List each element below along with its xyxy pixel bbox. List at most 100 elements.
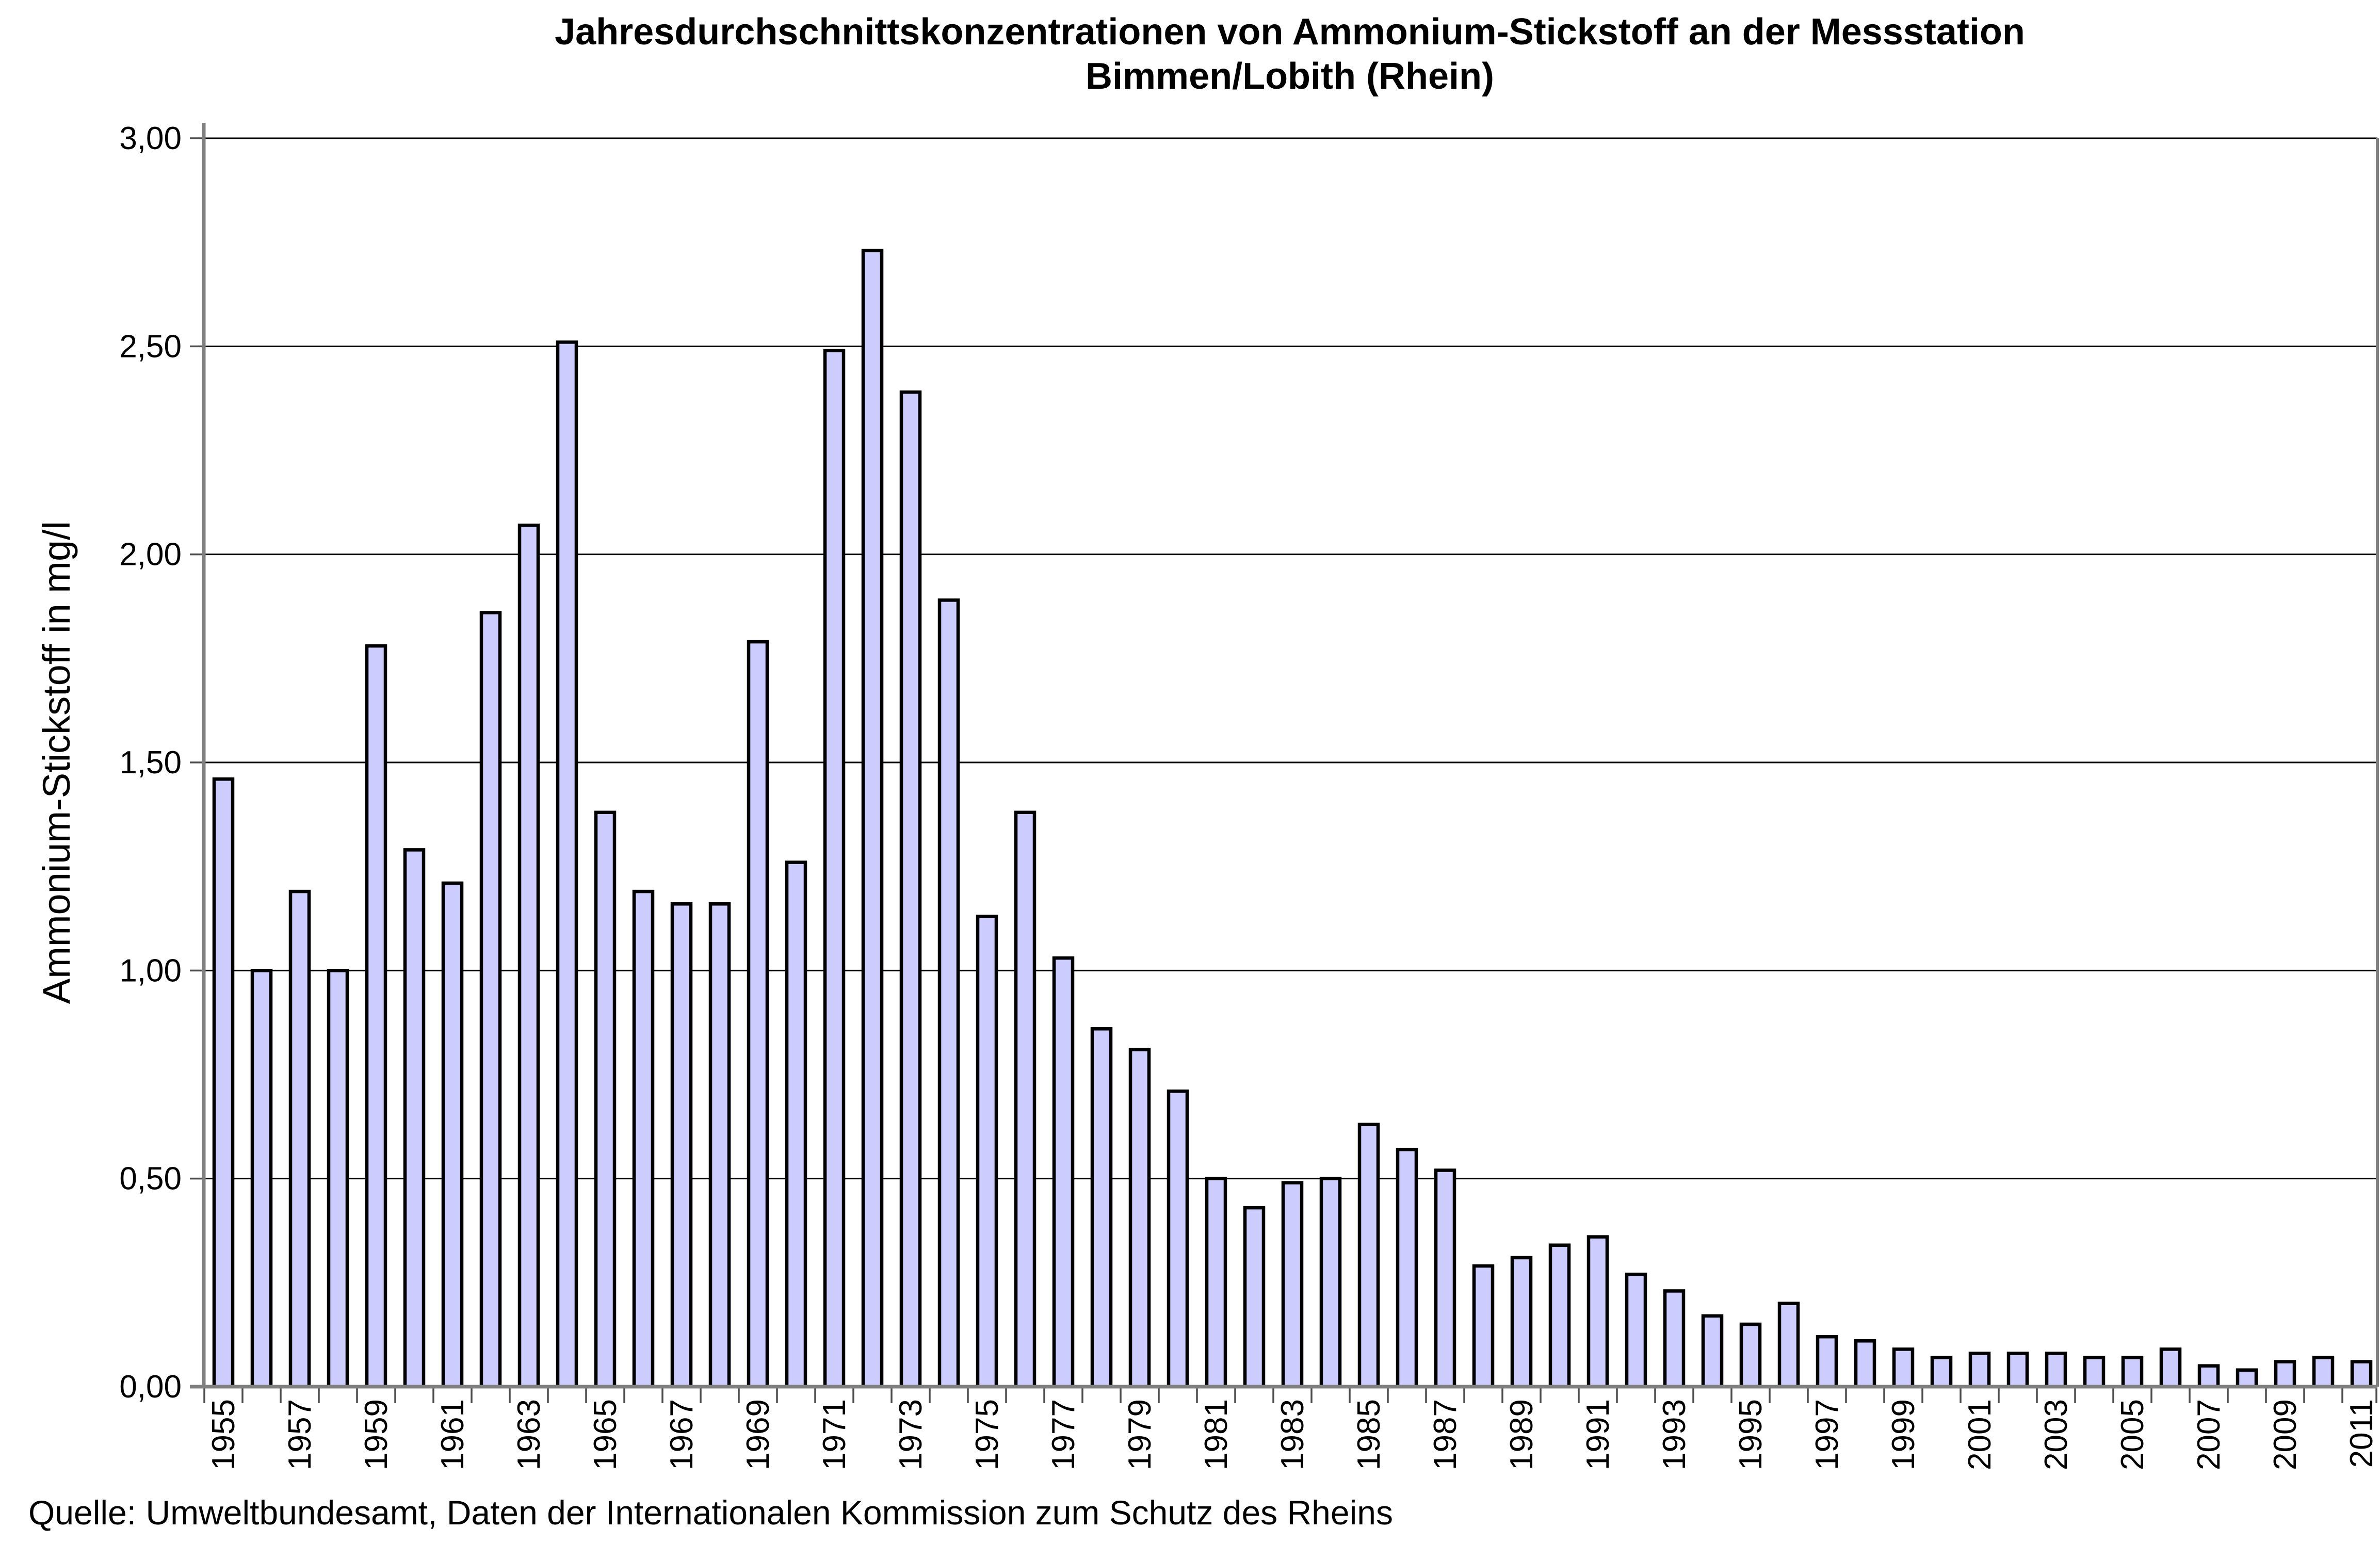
bar-2003 [2045,1352,2067,1389]
bar-1967 [670,902,693,1389]
bar-1959 [365,644,387,1389]
bar-1983 [1281,1181,1304,1389]
y-tick-label-2,00: 2,00 [119,537,182,573]
bar-2009 [2274,1360,2296,1389]
x-tick-label-1991: 1991 [1580,1399,1616,1470]
bar-1979 [1128,1048,1151,1389]
bar-1990 [1548,1243,1571,1389]
bar-1962 [479,611,502,1389]
x-tick-label-1997: 1997 [1809,1399,1845,1470]
bar-1988 [1472,1264,1495,1389]
y-tick-label-3,00: 3,00 [119,121,182,156]
x-tick-label-2011: 2011 [2344,1399,2379,1468]
bar-1982 [1243,1206,1266,1389]
x-tick-label-1955: 1955 [206,1399,241,1470]
x-tick-label-1965: 1965 [588,1399,623,1470]
bar-1986 [1396,1147,1418,1389]
x-tick-label-1967: 1967 [664,1399,700,1470]
bar-1958 [327,969,349,1389]
x-tick-label-2005: 2005 [2115,1399,2150,1470]
bar-2005 [2121,1356,2144,1389]
x-tick-label-1979: 1979 [1122,1399,1158,1470]
y-tick-label-1,00: 1,00 [119,953,182,988]
x-tick-label-1977: 1977 [1046,1399,1081,1470]
x-tick-label-2003: 2003 [2038,1399,2074,1470]
bar-1957 [288,889,311,1389]
y-axis-title: Ammonium-Stickstoff in mg/l [35,521,78,1004]
bar-1961 [441,881,464,1389]
bar-2000 [1930,1356,1953,1389]
bar-1976 [1014,810,1037,1389]
bar-1998 [1854,1339,1876,1389]
x-tick-label-2007: 2007 [2191,1399,2227,1470]
x-tick-label-1983: 1983 [1275,1399,1310,1470]
bar-1999 [1892,1347,1915,1389]
x-tick-label-1973: 1973 [893,1399,929,1470]
bar-1985 [1357,1123,1380,1389]
bar-1970 [785,860,807,1389]
bar-1996 [1777,1302,1800,1389]
x-tick-label-2001: 2001 [1962,1399,1998,1470]
x-tick-label-1969: 1969 [740,1399,776,1470]
x-tick-label-1999: 1999 [1886,1399,1921,1470]
x-tick-label-1995: 1995 [1733,1399,1769,1470]
bar-1964 [556,340,578,1389]
bar-2008 [2236,1368,2258,1389]
bar-1978 [1090,1027,1113,1389]
x-tick-label-1961: 1961 [435,1399,471,1470]
bar-1973 [899,390,922,1389]
bar-1989 [1510,1256,1533,1389]
y-tick-label-1,50: 1,50 [119,745,182,781]
bar-1965 [594,810,617,1389]
x-tick-label-1993: 1993 [1657,1399,1692,1470]
bar-1993 [1663,1289,1686,1389]
x-tick-label-1975: 1975 [969,1399,1005,1470]
x-tick-label-1989: 1989 [1504,1399,1540,1470]
bar-1995 [1739,1322,1762,1389]
bar-1994 [1701,1314,1724,1389]
bar-2002 [2006,1352,2029,1389]
bar-2010 [2312,1356,2335,1389]
bar-1966 [632,889,655,1389]
bar-1963 [517,523,540,1389]
x-tick-label-2009: 2009 [2268,1399,2303,1470]
bar-1981 [1205,1177,1227,1389]
x-tick-label-1959: 1959 [359,1399,394,1470]
bar-1987 [1434,1168,1456,1389]
bar-1975 [976,915,998,1389]
plot-area: 0,00 0,50 1,00 1,50 2,00 2,50 3,00 1955 1957 1959… [119,121,2379,1470]
bar-1971 [823,349,846,1389]
bar-1960 [403,848,426,1389]
bar-2011 [2350,1360,2373,1389]
x-tick-label-1987: 1987 [1428,1399,1463,1470]
bar-2004 [2083,1356,2106,1389]
source-note: Quelle: Umweltbundesamt, Daten der Inter… [28,1493,1393,1532]
x-tick-label-1985: 1985 [1351,1399,1387,1470]
x-tick-label-1981: 1981 [1199,1399,1234,1470]
chart-title-line2: Bimmen/Lobith (Rhein) [1086,56,1494,97]
bar-2001 [1968,1352,1991,1389]
bar-2007 [2197,1364,2220,1389]
bar-1991 [1586,1235,1609,1389]
bar-1997 [1816,1335,1838,1389]
bar-1984 [1319,1177,1342,1389]
x-tick-label-1963: 1963 [511,1399,547,1470]
x-tick-label-1971: 1971 [817,1399,852,1470]
y-tick-label-0,50: 0,50 [119,1161,182,1197]
y-tick-label-2,50: 2,50 [119,329,182,364]
bar-1955 [212,777,235,1389]
bar-1980 [1167,1090,1189,1389]
bar-1968 [708,902,731,1389]
y-tick-label-0,00: 0,00 [119,1369,182,1405]
chart-title-line1: Jahresdurchschnittskonzentrationen von A… [555,11,2025,53]
bar-1974 [937,598,960,1389]
bar-2006 [2159,1347,2182,1389]
bar-1972 [861,249,884,1389]
bar-1992 [1625,1272,1647,1389]
bar-1977 [1052,956,1075,1389]
bar-1969 [747,640,769,1389]
x-tick-label-1957: 1957 [282,1399,318,1470]
bar-1956 [250,969,273,1389]
